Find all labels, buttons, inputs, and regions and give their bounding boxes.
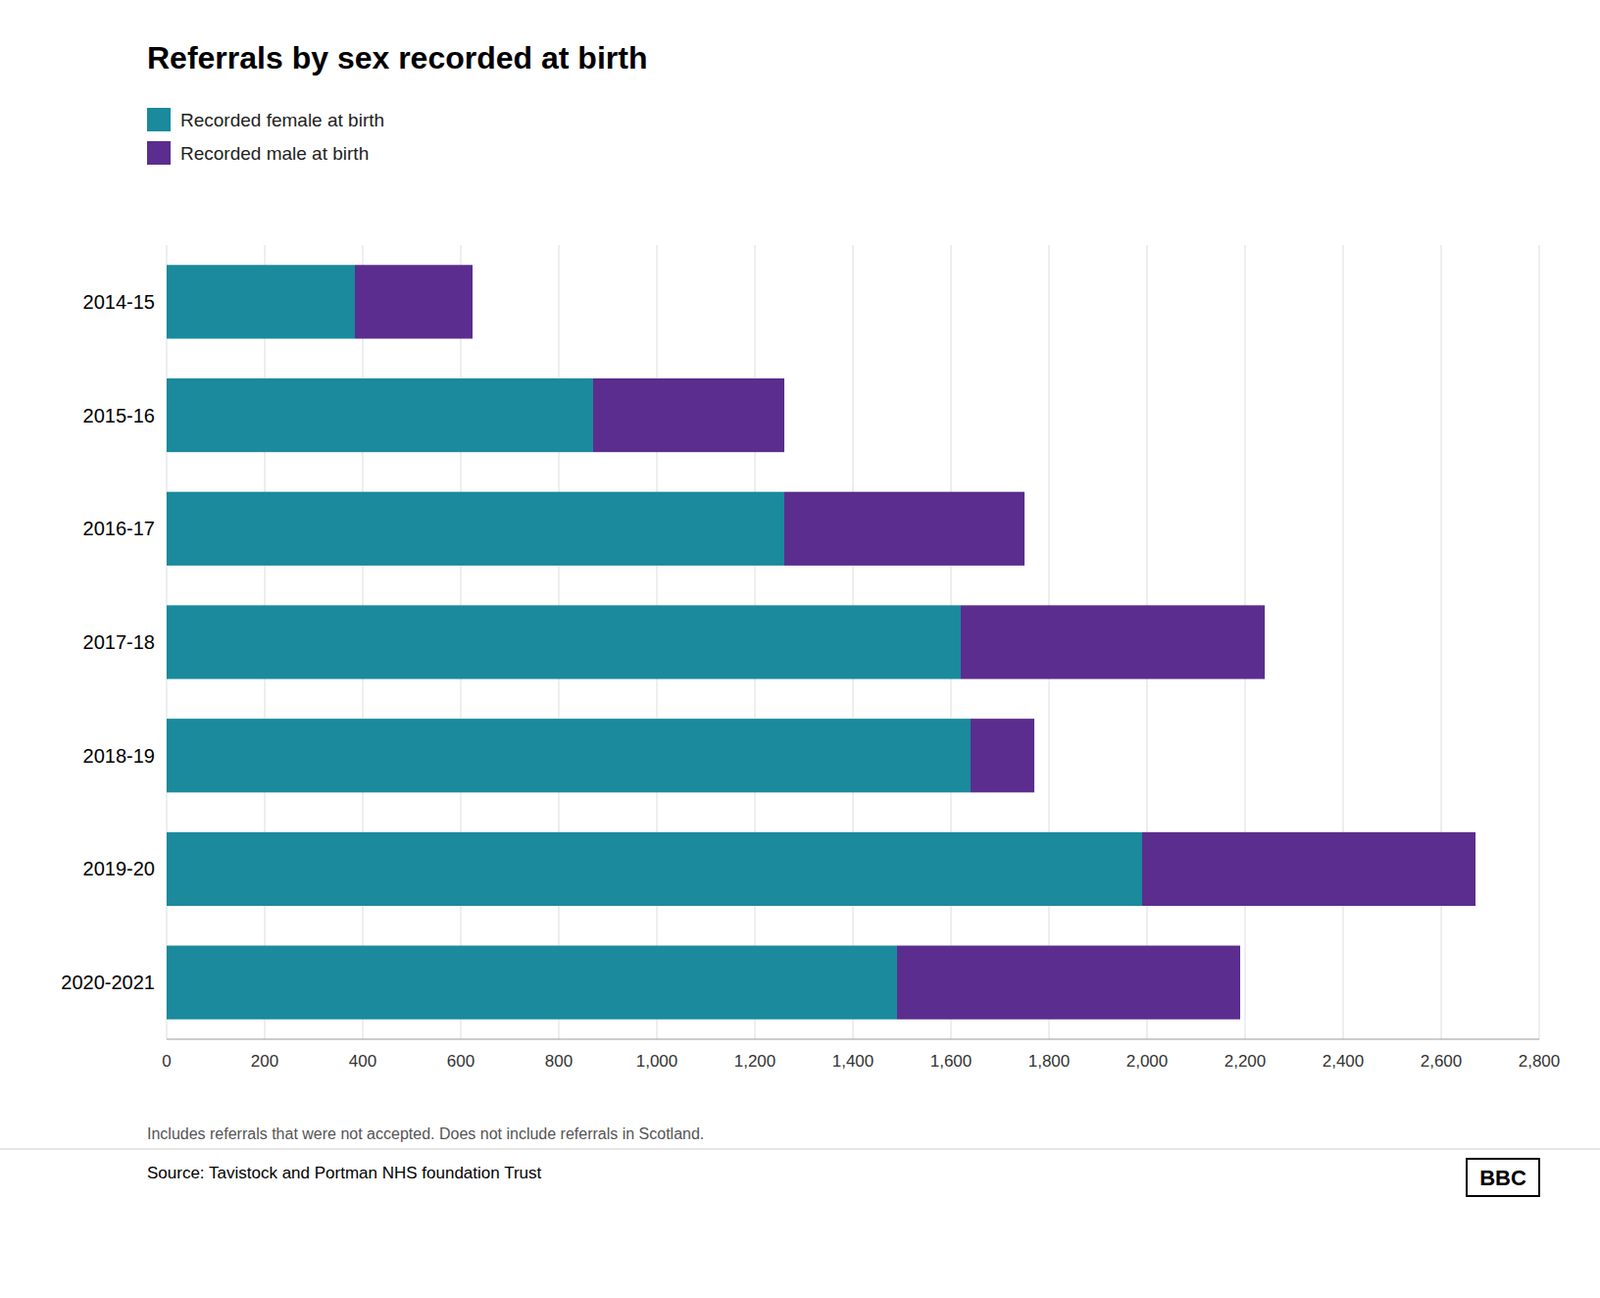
y-axis: 2014-15 2015-16 2016-17 2017-18 2018-19 2019-… xyxy=(60,291,155,994)
x-axis-line xyxy=(166,1039,1540,1041)
x-tick-label: 2,800 xyxy=(1518,1051,1561,1071)
legend: Recorded female at birth Recorded male at… xyxy=(147,107,385,165)
bar xyxy=(166,264,355,339)
legend-label: Recorded female at birth xyxy=(180,109,385,131)
source: Source: Tavistock and Portman NHS founda… xyxy=(147,1163,542,1183)
x-tick-label: 2,400 xyxy=(1322,1051,1365,1071)
y-tick-label: 2019-20 xyxy=(83,857,155,880)
y-tick-label: 2017-18 xyxy=(83,631,155,653)
logo-box xyxy=(1466,1158,1540,1197)
bar xyxy=(166,492,785,566)
x-tick-label: 800 xyxy=(545,1051,573,1071)
bar xyxy=(166,604,961,679)
x-tick-label: 1,000 xyxy=(636,1051,679,1071)
y-tick-label: 2016-17 xyxy=(83,517,155,540)
bar xyxy=(593,378,785,452)
x-tick-label: 0 xyxy=(161,1051,171,1071)
bar xyxy=(166,718,971,793)
x-tick-label: 1,400 xyxy=(832,1051,875,1071)
y-tick-label: 2020-2021 xyxy=(60,971,155,994)
y-tick-label: 2015-16 xyxy=(83,404,155,427)
grid-line xyxy=(1441,245,1443,1040)
title: Referrals by sex recorded at birth xyxy=(147,40,648,76)
x-tick-label: 400 xyxy=(349,1051,377,1071)
bar xyxy=(354,264,473,339)
y-tick-label: 2014-15 xyxy=(83,291,155,313)
grid xyxy=(166,245,1540,1040)
x-tick-label: 2,200 xyxy=(1224,1051,1267,1071)
bar xyxy=(960,604,1265,679)
x-tick-label: 1,600 xyxy=(930,1051,973,1071)
bar xyxy=(166,832,1143,906)
x-tick-label: 600 xyxy=(447,1051,475,1071)
x-tick-label: 2,600 xyxy=(1420,1051,1463,1071)
bar xyxy=(166,378,594,452)
x-axis: 0 200 400 600 800 1,000 1,200 1,400 1,600 1,800 2,… xyxy=(161,1039,1560,1071)
bar xyxy=(784,492,1025,566)
x-tick-label: 1,200 xyxy=(734,1051,777,1071)
logo: BBC xyxy=(1479,1165,1527,1191)
bar xyxy=(1142,832,1476,906)
x-tick-label: 2,000 xyxy=(1126,1051,1169,1071)
bar xyxy=(166,946,898,1020)
x-tick-label: 1,800 xyxy=(1028,1051,1071,1071)
bars xyxy=(166,264,1476,1020)
x-tick-label: 200 xyxy=(250,1051,279,1071)
legend-label: Recorded male at birth xyxy=(180,143,369,164)
y-tick-label: 2018-19 xyxy=(83,745,155,767)
legend-swatch xyxy=(147,141,171,165)
background xyxy=(0,0,1600,1298)
chart: Referrals by sex recorded at birth Record… xyxy=(0,0,1600,1298)
grid-line xyxy=(1539,245,1541,1040)
footnote: Includes referrals that were not accepte… xyxy=(147,1125,704,1143)
separator xyxy=(0,1149,1600,1150)
legend-swatch xyxy=(147,107,171,132)
bar xyxy=(897,946,1241,1020)
bar xyxy=(970,718,1035,793)
grid-line xyxy=(1343,245,1345,1040)
